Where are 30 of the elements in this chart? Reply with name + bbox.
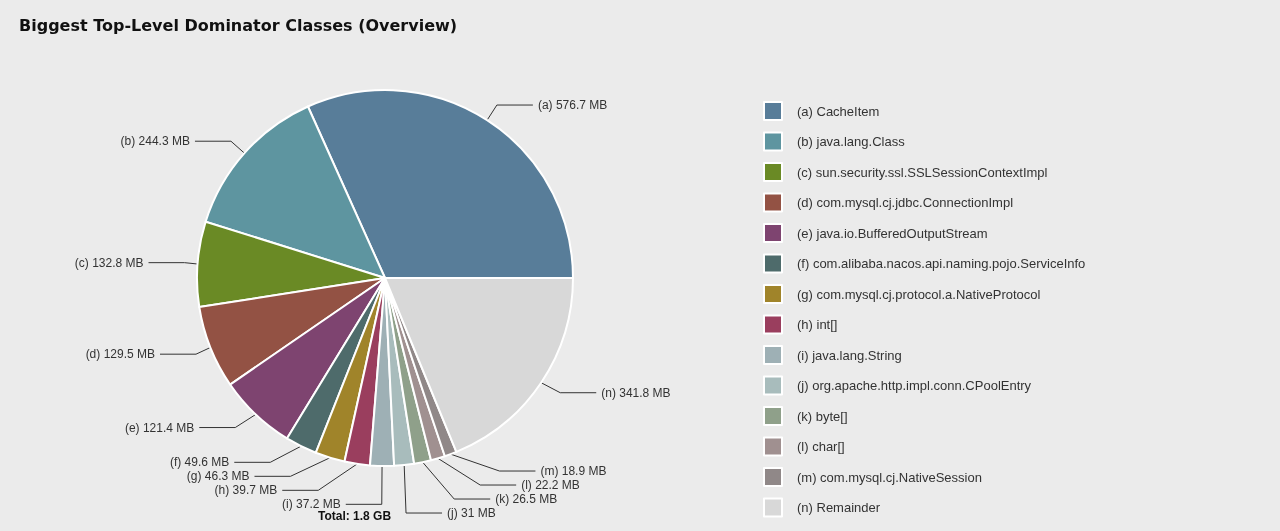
chart-title: Biggest Top-Level Dominator Classes (Overview): [19, 15, 458, 35]
data-label: (i) 37.2 MB: [282, 497, 341, 512]
data-label: (c) 132.8 MB: [74, 255, 144, 270]
data-label: (m) 18.9 MB: [540, 464, 607, 479]
data-label: (h) 39.7 MB: [214, 483, 278, 498]
legend-label: (h) int[]: [797, 317, 838, 332]
legend-label: (e) java.io.BufferedOutputStream: [797, 225, 988, 241]
data-label: (n) 341.8 MB: [601, 385, 671, 400]
legend-label: (m) com.mysql.cj.NativeSession: [797, 469, 982, 485]
data-label: (j) 31 MB: [447, 506, 496, 521]
legend-label: (l) char[]: [797, 439, 845, 454]
legend-label: (a) CacheItem: [797, 103, 880, 119]
legend-label: (d) com.mysql.cj.jdbc.ConnectionImpl: [797, 195, 1014, 210]
data-label: (b) 244.3 MB: [120, 134, 190, 149]
data-label: (a) 576.7 MB: [537, 98, 608, 113]
data-label: (f) 49.6 MB: [169, 455, 230, 470]
legend-label: (f) com.alibaba.nacos.api.naming.pojo.ServiceInfo: [797, 256, 1086, 271]
data-label: (l) 22.2 MB: [521, 478, 580, 493]
data-label: (e) 121.4 MB: [124, 420, 195, 435]
legend-label: (n) Remainder: [797, 500, 881, 515]
text: Total: 1.8 GB: [318, 509, 392, 523]
legend-label: (b) java.lang.Class: [797, 134, 906, 149]
data-label: (g) 46.3 MB: [186, 469, 250, 484]
data-label: (d) 129.5 MB: [85, 347, 155, 362]
legend-label: (j) org.apache.http.impl.conn.CPoolEntry: [797, 378, 1032, 393]
legend-label: (i) java.lang.String: [797, 347, 902, 363]
legend-label: (c) sun.security.ssl.SSLSessionContextImpl: [797, 164, 1048, 180]
legend-label: (g) com.mysql.cj.protocol.a.NativeProtocol: [797, 286, 1041, 302]
data-label: (k) 26.5 MB: [495, 492, 558, 507]
legend-label: (k) byte[]: [797, 408, 848, 424]
